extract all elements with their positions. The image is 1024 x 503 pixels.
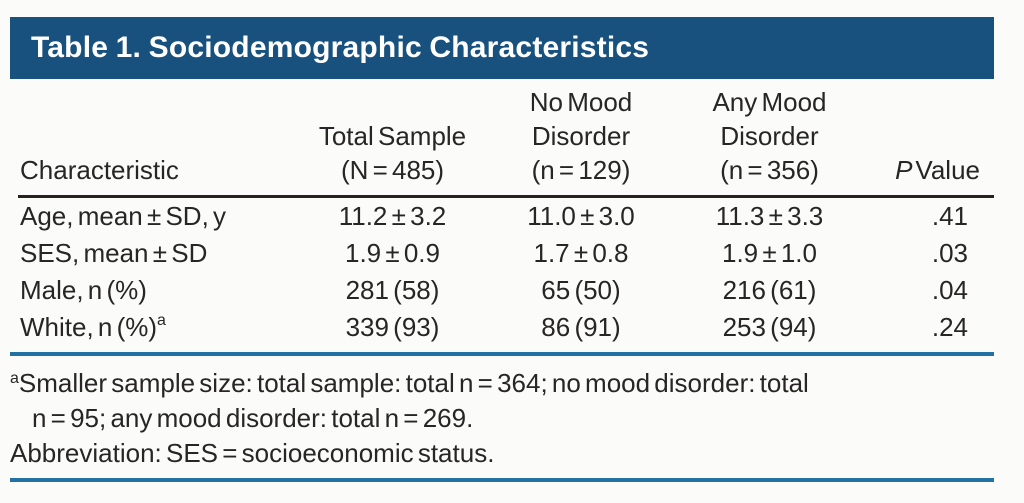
table-row-male: Male, n (%) 281 (58) 65 (50) 216 (61) .0…: [10, 272, 994, 309]
cell-p-value: .03: [931, 238, 968, 268]
row-label: White, n (%)a: [20, 312, 166, 342]
table-title-bar: Table 1. Sociodemographic Characteristic…: [10, 17, 994, 79]
footnote-divider-rule: [10, 352, 994, 356]
abbreviation-note: Abbreviation: SES = socioeconomic status…: [10, 438, 495, 468]
cell-any-mood: 253 (94): [722, 312, 817, 342]
row-label: Male, n (%): [20, 275, 147, 305]
cell-any-mood: 11.3 ± 3.3: [715, 201, 824, 231]
cell-total-sample: 1.9 ± 0.9: [344, 238, 440, 268]
cell-p-value: .41: [931, 201, 968, 231]
table-1-container: Table 1. Sociodemographic Characteristic…: [10, 17, 994, 482]
col-header-total-sample: Total Sample (N = 485): [318, 121, 467, 185]
cell-p-value: .24: [931, 312, 968, 342]
cell-total-sample: 11.2 ± 3.2: [338, 201, 447, 231]
footnote-a-line2: n = 95; any mood disorder: total n = 269…: [32, 403, 474, 433]
table-title: Table 1. Sociodemographic Characteristic…: [31, 31, 650, 64]
cell-p-value: .04: [931, 275, 968, 305]
table-row-age: Age, mean ± SD, y 11.2 ± 3.2 11.0 ± 3.0 …: [10, 198, 994, 235]
col-header-characteristic: Characteristic: [20, 155, 179, 185]
footnote-marker-a: a: [157, 312, 166, 330]
table-row-ses: SES, mean ± SD 1.9 ± 0.9 1.7 ± 0.8 1.9 ±…: [10, 235, 994, 272]
cell-no-mood: 11.0 ± 3.0: [527, 201, 635, 231]
row-label: Age, mean ± SD, y: [20, 201, 227, 231]
cell-any-mood: 216 (61): [722, 275, 817, 305]
cell-total-sample: 281 (58): [345, 275, 440, 305]
cell-no-mood: 1.7 ± 0.8: [533, 238, 629, 268]
footnote-a-superscript: a: [10, 370, 19, 387]
table-row-white: White, n (%)a 339 (93) 86 (91) 253 (94) …: [10, 309, 994, 346]
col-header-p-value: P Value: [895, 155, 980, 185]
cell-no-mood: 65 (50): [541, 275, 621, 305]
cell-total-sample: 339 (93): [345, 312, 440, 342]
cell-no-mood: 86 (91): [541, 312, 621, 342]
col-header-no-mood-disorder: No Mood Disorder (n = 129): [529, 87, 633, 185]
column-header-row: Characteristic Total Sample (N = 485) No…: [10, 85, 994, 195]
col-header-any-mood-disorder: Any Mood Disorder (n = 356): [712, 87, 827, 185]
bottom-rule: [10, 478, 994, 482]
footnotes: aSmaller sample size: total sample: tota…: [10, 361, 994, 471]
row-label: SES, mean ± SD: [20, 238, 208, 268]
header-rule: [18, 195, 994, 198]
footnote-a-line1: aSmaller sample size: total sample: tota…: [10, 368, 809, 398]
cell-any-mood: 1.9 ± 1.0: [721, 238, 817, 268]
